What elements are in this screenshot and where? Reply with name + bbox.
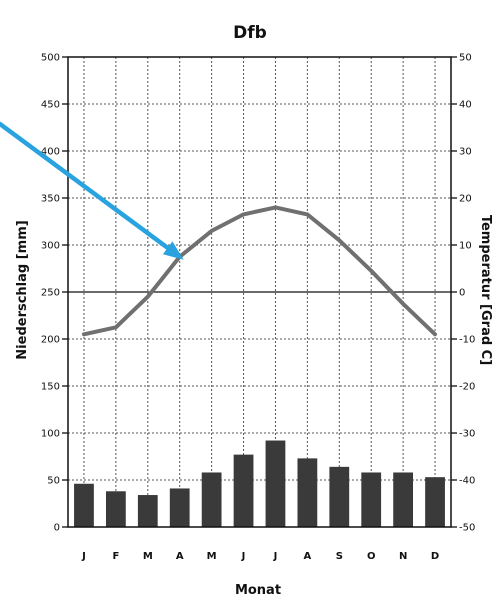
left-tick-label: 0 [54, 523, 60, 534]
y-axis-right-label: Temperatur [Grad C] [478, 215, 493, 365]
right-tick-label: -50 [459, 523, 475, 534]
right-tick-label: -20 [459, 382, 475, 393]
month-label: O [367, 551, 376, 562]
precipitation-bar [297, 458, 318, 527]
month-label: M [207, 551, 217, 562]
left-tick-label: 300 [41, 241, 60, 252]
temperature-line [82, 205, 437, 337]
right-tick-label: 40 [459, 100, 472, 111]
precipitation-bar [361, 472, 382, 527]
right-tick-label: -10 [459, 335, 475, 346]
month-label: J [241, 551, 246, 562]
month-label: M [143, 551, 153, 562]
right-tick-label: -40 [459, 476, 475, 487]
left-tick-label: 250 [41, 288, 60, 299]
precipitation-bar [105, 491, 126, 527]
left-tick-label: 150 [41, 382, 60, 393]
precipitation-bar [137, 495, 158, 527]
left-tick-label: 200 [41, 335, 60, 346]
left-tick-label: 400 [41, 147, 60, 158]
month-label: F [112, 551, 119, 562]
left-tick-label: 500 [41, 53, 60, 64]
left-tick-label: 100 [41, 429, 60, 440]
precipitation-bar [329, 466, 350, 527]
left-tick-label: 450 [41, 100, 60, 111]
right-tick-label: 50 [459, 53, 472, 64]
left-tick-label: 50 [47, 476, 60, 487]
precipitation-bar [201, 472, 222, 527]
month-label: J [81, 551, 86, 562]
month-label: N [399, 551, 407, 562]
right-tick-label: 0 [459, 288, 465, 299]
left-axis-ticks: 0 50 100 150 200 250 300 350 400 450 500 [41, 53, 68, 534]
month-label: J [273, 551, 278, 562]
left-tick-label: 350 [41, 194, 60, 205]
annotation-arrow [0, 121, 184, 260]
right-axis-ticks: -50 -40 -30 -20 -10 0 10 20 30 40 50 [451, 53, 475, 534]
month-label: D [431, 551, 439, 562]
arrow-shaft [0, 121, 170, 251]
right-tick-label: 10 [459, 241, 472, 252]
precipitation-bars [74, 440, 445, 527]
chart-title: Dfb [233, 23, 267, 43]
right-tick-label: -30 [459, 429, 475, 440]
month-label: A [176, 551, 184, 562]
precipitation-bar [425, 477, 445, 527]
precipitation-bar [265, 440, 286, 527]
right-tick-label: 20 [459, 194, 472, 205]
arrow-head [162, 241, 184, 260]
month-label: S [336, 551, 343, 562]
month-label: A [304, 551, 312, 562]
x-axis-label: Monat [235, 583, 281, 598]
right-tick-label: 30 [459, 147, 472, 158]
precipitation-bar [74, 483, 94, 527]
precipitation-bar [169, 488, 190, 527]
y-axis-left-label: Niederschlag [mm] [15, 220, 30, 359]
precipitation-bar [233, 454, 254, 527]
precipitation-bar [393, 472, 414, 527]
